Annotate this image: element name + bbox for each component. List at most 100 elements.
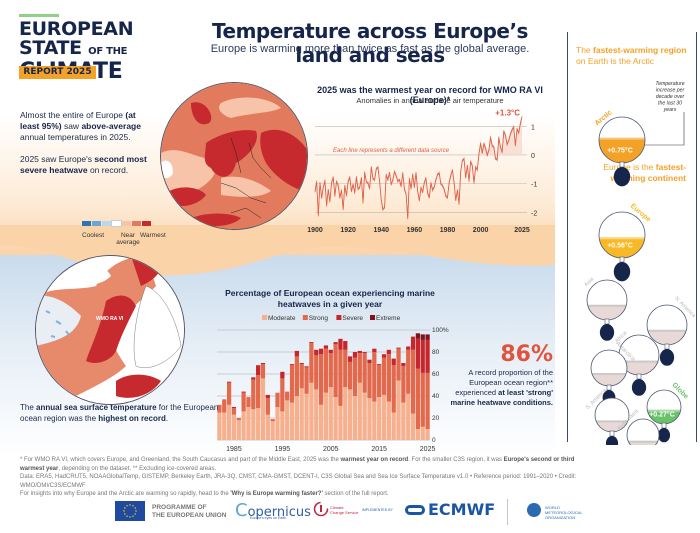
marine-heatwave-chart: Moderate Strong Severe Extreme 0 20 40 60 80 100%… [217, 315, 449, 453]
stem [619, 161, 625, 168]
logo-line-2a: STATE [19, 37, 82, 59]
bar-moderate-1986 [236, 420, 241, 440]
recent-warming-area [480, 117, 522, 161]
legend-swatch [142, 221, 151, 226]
x-tick-label: 1985 [226, 446, 242, 453]
bar-severe-2000 [304, 366, 309, 368]
bar-severe-2011 [357, 350, 362, 354]
x-tick-label: 1940 [373, 227, 389, 234]
stem [604, 318, 610, 325]
annotation-line: years [663, 107, 677, 113]
bar-moderate-2016 [381, 394, 387, 440]
y-tick-label: 0 [531, 153, 535, 160]
bar-strong-2015 [377, 365, 382, 398]
bar-strong-2001 [309, 343, 314, 383]
legend-label-strong: Strong [309, 315, 329, 322]
fill-level [619, 360, 659, 375]
bar-strong-2007 [338, 349, 343, 406]
legend-swatch [82, 221, 91, 226]
bar-moderate-2021 [406, 393, 411, 440]
bar-strong-1995 [280, 378, 285, 412]
sea-surface-temperature-map: WMO RA VI [35, 255, 185, 405]
bar-moderate-2024 [420, 426, 425, 440]
fill-level [647, 329, 687, 345]
legend-swatch-extreme [370, 315, 375, 320]
wmo-region-label: WMO RA VI [96, 316, 124, 322]
x-tick-label: 1900 [307, 227, 323, 234]
wmo-emblem-icon [527, 503, 541, 517]
fill-surface [599, 237, 645, 240]
footnote-line-3: For insights into why Europe and the Arc… [20, 491, 389, 497]
y-tick-label: -2 [531, 210, 537, 217]
bar-severe-2019 [396, 347, 401, 349]
fill-surface [595, 420, 629, 423]
footnote-line-1: * For WMO RA VI, which covers Europe, an… [20, 457, 575, 472]
bar-severe-2003 [318, 348, 324, 355]
climate-change-service-icon [313, 501, 329, 517]
bar-strong-2003 [318, 354, 324, 405]
legend-swatch [111, 220, 122, 227]
bar-moderate-1992 [265, 414, 270, 440]
page-subtitle: Europe is warming more than twice as fas… [210, 43, 530, 55]
x-tick-label: 2025 [420, 446, 436, 453]
bar-moderate-2013 [367, 398, 372, 440]
stem [609, 430, 615, 437]
legend-near-average: Near average [116, 232, 140, 246]
annotation-line: the last 30 [658, 101, 682, 107]
fill-surface [627, 440, 659, 443]
bar-extreme-2023 [415, 333, 421, 339]
bar-moderate-2009 [348, 389, 353, 440]
footnote: * For WMO RA VI, which covers Europe, an… [20, 456, 580, 499]
bar-severe-2001 [309, 342, 314, 344]
bar-moderate-2005 [328, 387, 333, 440]
bar-moderate-2001 [309, 382, 314, 440]
bar-strong-2004 [323, 348, 329, 393]
bar-moderate-2010 [352, 396, 358, 440]
value-label: +0.27°C [649, 410, 675, 418]
y-tick-label: 1 [531, 124, 535, 131]
bar-severe-2005 [328, 349, 333, 354]
bar-strong-2006 [333, 344, 338, 398]
eu-star [129, 516, 131, 518]
bar-strong-2018 [391, 365, 396, 413]
x-tick-label: 2000 [473, 227, 489, 234]
bar-severe-1997 [289, 364, 295, 366]
y-tick-label: 20 [432, 415, 440, 422]
bar-moderate-1990 [256, 408, 261, 440]
annotation-text: Temperature increase per decade over the la… [655, 81, 684, 113]
bar-moderate-2007 [338, 405, 343, 440]
copernicus-tagline: Europe's eyes on Earth [250, 516, 287, 520]
legend-swatch-severe [336, 315, 342, 320]
bar-strong-2023 [415, 368, 421, 429]
bar-moderate-1985 [231, 414, 237, 440]
eu-star [124, 513, 126, 515]
series-line-ensemble [314, 117, 523, 219]
end-value-label: +1.3°C [495, 109, 520, 118]
map-legend-swatches [82, 213, 162, 231]
weight-icon [605, 436, 619, 445]
fill-surface [647, 329, 687, 332]
bar-moderate-1987 [241, 411, 246, 440]
wmo-text: WORLD METEOROLOGICAL ORGANIZATION [545, 505, 583, 520]
bar-severe-2022 [410, 336, 416, 350]
bar-severe-2014 [372, 348, 377, 352]
bar-moderate-2017 [386, 401, 391, 440]
bar-strong-1999 [299, 364, 304, 389]
bar-severe-2013 [367, 359, 372, 363]
bulb-outline [626, 418, 660, 445]
bar-strong-1988 [246, 397, 251, 407]
eu-star [126, 505, 128, 507]
bar-severe-2023 [415, 338, 421, 369]
bar-severe-2016 [381, 354, 387, 358]
bar-severe-2021 [406, 346, 411, 350]
bar-strong-1990 [256, 375, 261, 409]
bar-strong-2002 [314, 355, 319, 390]
eu-star [129, 504, 131, 506]
legend-swatch [122, 221, 131, 226]
bar-moderate-1989 [251, 409, 256, 440]
eu-star [126, 515, 128, 517]
bar-severe-2024 [420, 339, 425, 373]
stem [636, 373, 642, 380]
y-tick-label: 40 [432, 393, 440, 400]
europe-heading: Europe is the fastest-warming continent [603, 162, 686, 183]
